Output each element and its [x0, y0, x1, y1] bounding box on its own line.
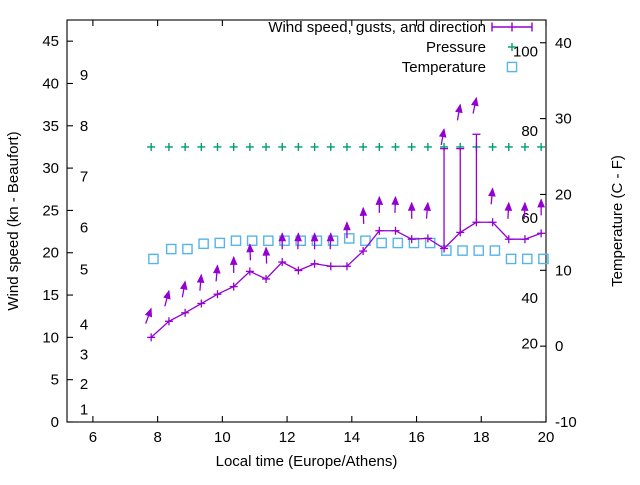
- wind-direction-arrowhead: [294, 232, 302, 242]
- temperature-marker: [473, 245, 485, 256]
- wind-direction-arrowhead: [471, 96, 479, 107]
- temperature-marker: [538, 253, 549, 265]
- y-tick-label-knots: 5: [51, 372, 59, 389]
- wind-direction-arrowhead: [343, 221, 351, 231]
- y-tick-label-knots: 20: [42, 245, 59, 262]
- temperature-marker: [246, 235, 258, 247]
- series-wind: [144, 96, 546, 342]
- wind-direction-arrowhead: [455, 103, 463, 114]
- y-tick-label-beaufort: 1: [80, 401, 88, 418]
- temperature-marker: [230, 235, 242, 247]
- y-tick-label-knots: 35: [42, 118, 59, 135]
- wind-direction-arrowhead: [537, 198, 545, 208]
- legend-label: Pressure: [426, 39, 486, 56]
- temperature-marker: [263, 235, 274, 247]
- y2-tick-label-celsius: 40: [555, 35, 572, 52]
- temperature-marker: [505, 253, 517, 265]
- temperature-marker: [392, 237, 404, 249]
- temperature-marker: [408, 237, 420, 249]
- wind-direction-arrowhead: [262, 246, 271, 256]
- wind-direction-arrowhead: [163, 289, 171, 300]
- temperature-marker: [148, 253, 159, 265]
- y-tick-label-knots: 30: [42, 160, 59, 177]
- y2-tick-label-celsius: 0: [555, 338, 563, 355]
- temperature-marker: [457, 245, 468, 256]
- y-tick-label-beaufort: 9: [80, 67, 88, 84]
- y-tick-label-beaufort: 3: [80, 346, 88, 363]
- legend-label: Temperature: [402, 59, 486, 76]
- wind-direction-arrowhead: [144, 307, 153, 318]
- temperature-marker: [489, 245, 501, 256]
- y-tick-label-knots: 25: [42, 202, 59, 219]
- wind-direction-arrowhead: [212, 264, 221, 274]
- wind-direction-arrowhead: [359, 206, 368, 216]
- wind-direction-arrowhead: [310, 232, 319, 242]
- wind-direction-arrowhead: [504, 201, 513, 211]
- wind-direction-arrowhead: [196, 273, 205, 283]
- y-axis-title: Wind speed (kn - Beaufort): [5, 131, 22, 310]
- wind-direction-arrowhead: [391, 195, 400, 205]
- y2-tick-label-celsius: -10: [555, 414, 577, 431]
- y-tick-label-beaufort: 5: [80, 262, 88, 279]
- y2-tick-label-fahrenheit: 100: [513, 43, 538, 60]
- y-tick-label-knots: 0: [51, 414, 59, 431]
- y2-axis-title: Temperature (C - F): [609, 155, 626, 287]
- wind-direction-arrowhead: [375, 195, 384, 205]
- temperature-marker: [360, 235, 371, 247]
- wind-direction-arrowhead: [488, 187, 496, 197]
- temperature-marker: [521, 253, 533, 265]
- x-tick-label: 16: [408, 429, 425, 446]
- x-tick-label: 8: [153, 429, 161, 446]
- legend-label: Wind speed, gusts, and direction: [268, 19, 486, 36]
- wind-direction-arrowhead: [438, 128, 447, 138]
- wind-direction-arrowhead: [179, 280, 188, 290]
- temperature-marker: [214, 237, 226, 249]
- plot-frame: [66, 19, 547, 423]
- y2-tick-label-fahrenheit: 20: [521, 335, 538, 352]
- temperature-marker: [198, 238, 209, 250]
- y-tick-label-knots: 40: [42, 75, 59, 92]
- wind-direction-arrowhead: [246, 243, 254, 253]
- x-tick-label: 18: [473, 429, 490, 446]
- wind-direction-arrowhead: [278, 232, 287, 242]
- wind-direction-arrowhead: [423, 201, 431, 212]
- y-tick-label-knots: 15: [42, 287, 59, 304]
- x-tick-label: 20: [538, 429, 555, 446]
- y-tick-label-knots: 10: [42, 329, 59, 346]
- y2-tick-label-fahrenheit: 60: [521, 210, 538, 227]
- y-tick-label-beaufort: 2: [80, 376, 88, 393]
- wind-direction-arrowhead: [229, 255, 238, 265]
- y-tick-label-beaufort: 4: [80, 317, 88, 334]
- temperature-marker: [343, 233, 355, 244]
- y2-tick-label-celsius: 10: [555, 262, 572, 279]
- y2-tick-label-fahrenheit: 40: [521, 290, 538, 307]
- y-tick-label-knots: 45: [42, 33, 59, 50]
- temperature-marker: [165, 243, 177, 255]
- legend-key-temperature: [506, 61, 518, 73]
- y2-tick-label-fahrenheit: 80: [521, 123, 538, 140]
- temperature-marker: [376, 237, 387, 249]
- y2-tick-label-celsius: 20: [555, 186, 572, 203]
- wind-direction-arrowhead: [326, 232, 335, 242]
- x-axis-title: Local time (Europe/Athens): [216, 453, 398, 470]
- x-tick-label: 6: [89, 429, 97, 446]
- y2-tick-label-celsius: 30: [555, 111, 572, 128]
- y-tick-label-beaufort: 6: [80, 219, 88, 236]
- y-tick-label-beaufort: 7: [80, 169, 88, 186]
- legend: Wind speed, gusts, and direction Pressure…: [268, 19, 533, 76]
- wind-direction-arrowhead: [520, 201, 529, 211]
- temperature-marker: [182, 243, 193, 255]
- x-tick-label: 14: [343, 429, 360, 446]
- x-tick-label: 12: [279, 429, 296, 446]
- wind-direction-arrowhead: [407, 201, 416, 211]
- y-tick-label-beaufort: 8: [80, 118, 88, 135]
- x-tick-label: 10: [214, 429, 231, 446]
